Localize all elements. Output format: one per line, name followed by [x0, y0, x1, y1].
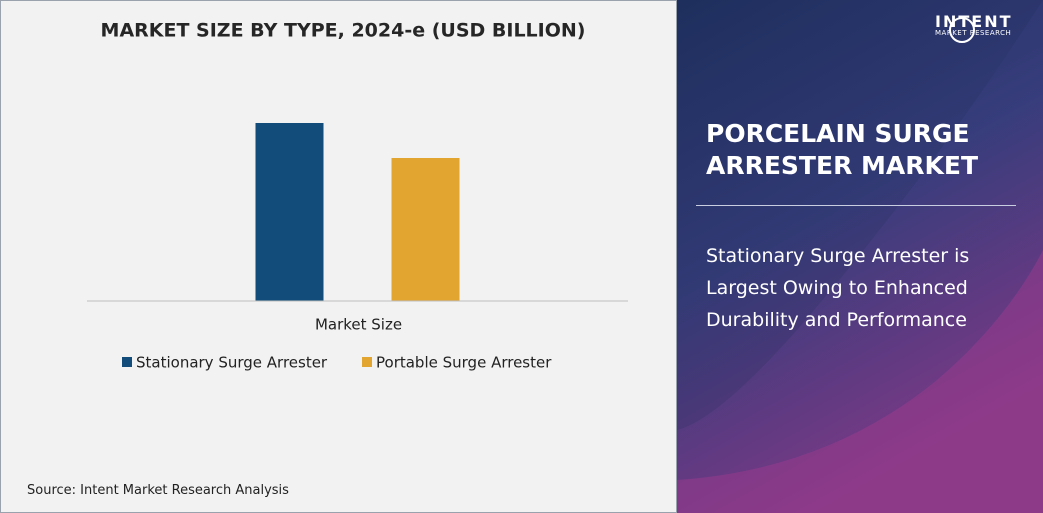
- divider: [696, 205, 1016, 206]
- logo-tagline: MARKET RESEARCH: [935, 29, 1012, 37]
- legend-label: Stationary Surge Arrester: [136, 354, 328, 372]
- chart-title: MARKET SIZE BY TYPE, 2024-e (USD BILLION…: [101, 20, 586, 42]
- legend-swatch: [362, 357, 372, 367]
- panel-background: [677, 0, 1043, 513]
- source-note: Source: Intent Market Research Analysis: [27, 483, 289, 498]
- legend-label: Portable Surge Arrester: [376, 354, 552, 372]
- info-panel: INTENT MARKET RESEARCH PORCELAIN SURGE A…: [677, 0, 1043, 513]
- headline: PORCELAIN SURGE ARRESTER MARKET: [706, 119, 978, 180]
- legend-swatch: [122, 357, 132, 367]
- logo: INTENT MARKET RESEARCH: [935, 12, 1013, 37]
- key-finding: Stationary Surge Arrester is Largest Owi…: [706, 245, 970, 331]
- bar: [255, 123, 324, 301]
- chart: MARKET SIZE BY TYPE, 2024-e (USD BILLION…: [87, 20, 628, 372]
- chart-panel: MARKET SIZE BY TYPE, 2024-e (USD BILLION…: [0, 0, 677, 513]
- x-tick-label: Market Size: [315, 316, 402, 334]
- logo-name: INTENT: [935, 12, 1013, 31]
- bar: [391, 158, 460, 301]
